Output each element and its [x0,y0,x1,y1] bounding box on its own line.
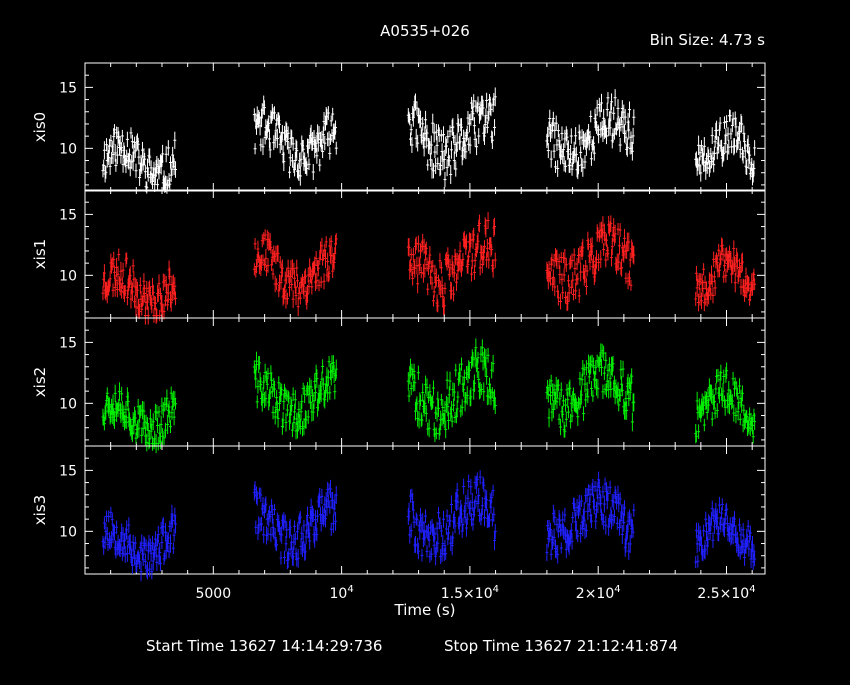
y-tick-label: 10 [59,268,77,284]
panel-frame [84,189,766,319]
y-tick-label: 15 [59,335,77,351]
panels: 10 15 xis0 10 15 xis1 10 15 xis2 10 15 xis3 [31,62,766,582]
series-xis1 [101,212,757,325]
y-tick-label: 15 [59,463,77,479]
bin-size-label: Bin Size: 4.73 s [650,31,766,49]
panel-frame [84,445,766,575]
y-tick-label: 10 [59,141,77,157]
panel-xis0: 10 15 xis0 [31,62,766,194]
panel-frame [84,317,766,447]
y-axis-label: xis3 [31,495,49,525]
panel-xis3: 10 15 xis3 [31,445,766,582]
x-tick-label: 104 [330,584,354,602]
x-tick-label: 2.5×104 [697,584,755,602]
x-axis: 5000 104 1.5×104 2×104 2.5×104 [195,584,755,602]
y-axis-label: xis1 [31,239,49,269]
series-xis2 [101,338,757,454]
y-tick-label: 15 [59,80,77,96]
x-tick-label: 5000 [195,586,231,602]
y-axis-label: xis0 [31,112,49,142]
y-tick-label: 15 [59,207,77,223]
x-tick-label: 2×104 [576,584,621,602]
panel-frame [84,62,766,192]
y-tick-label: 10 [59,396,77,412]
series-xis3 [101,470,757,582]
stop-time: Stop Time 13627 21:12:41:874 [444,637,678,655]
chart-title: A0535+026 [380,22,470,40]
series-xis0 [101,87,757,194]
panel-xis2: 10 15 xis2 [31,317,766,454]
y-axis-label: xis2 [31,367,49,397]
panel-xis1: 10 15 xis1 [31,189,766,325]
x-axis-label: Time (s) [394,601,456,619]
x-tick-label: 1.5×104 [441,584,499,602]
y-tick-label: 10 [59,524,77,540]
start-time: Start Time 13627 14:14:29:736 [146,637,382,655]
